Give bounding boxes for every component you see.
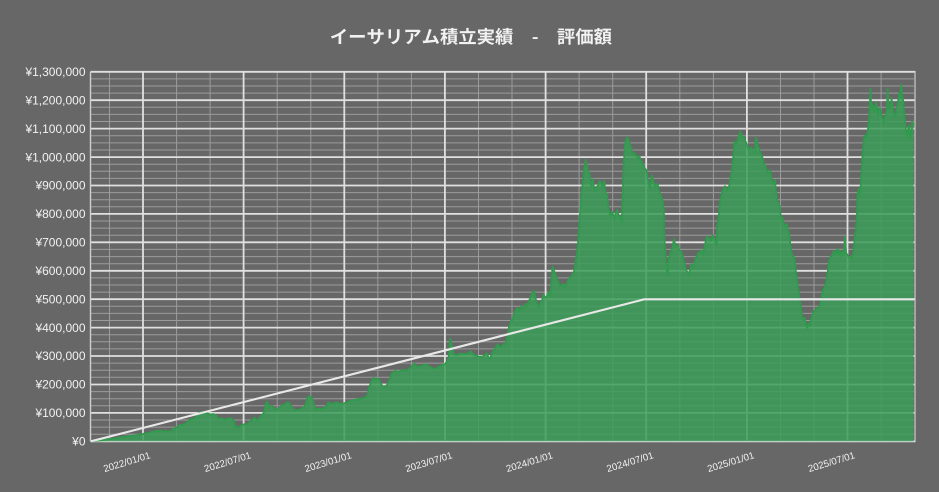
svg-text:¥1,200,000: ¥1,200,000 xyxy=(24,93,85,107)
svg-text:¥700,000: ¥700,000 xyxy=(34,236,85,250)
svg-text:¥900,000: ¥900,000 xyxy=(34,179,85,193)
svg-text:¥600,000: ¥600,000 xyxy=(34,264,85,278)
svg-text:¥100,000: ¥100,000 xyxy=(34,406,85,420)
svg-text:¥300,000: ¥300,000 xyxy=(34,349,85,363)
svg-text:¥1,300,000: ¥1,300,000 xyxy=(24,65,85,79)
svg-text:¥400,000: ¥400,000 xyxy=(34,321,85,335)
svg-text:¥500,000: ¥500,000 xyxy=(34,292,85,306)
svg-text:¥0: ¥0 xyxy=(71,435,86,449)
svg-text:¥1,000,000: ¥1,000,000 xyxy=(24,150,85,164)
svg-text:¥200,000: ¥200,000 xyxy=(34,378,85,392)
svg-text:¥800,000: ¥800,000 xyxy=(34,207,85,221)
svg-text:¥1,100,000: ¥1,100,000 xyxy=(24,122,85,136)
